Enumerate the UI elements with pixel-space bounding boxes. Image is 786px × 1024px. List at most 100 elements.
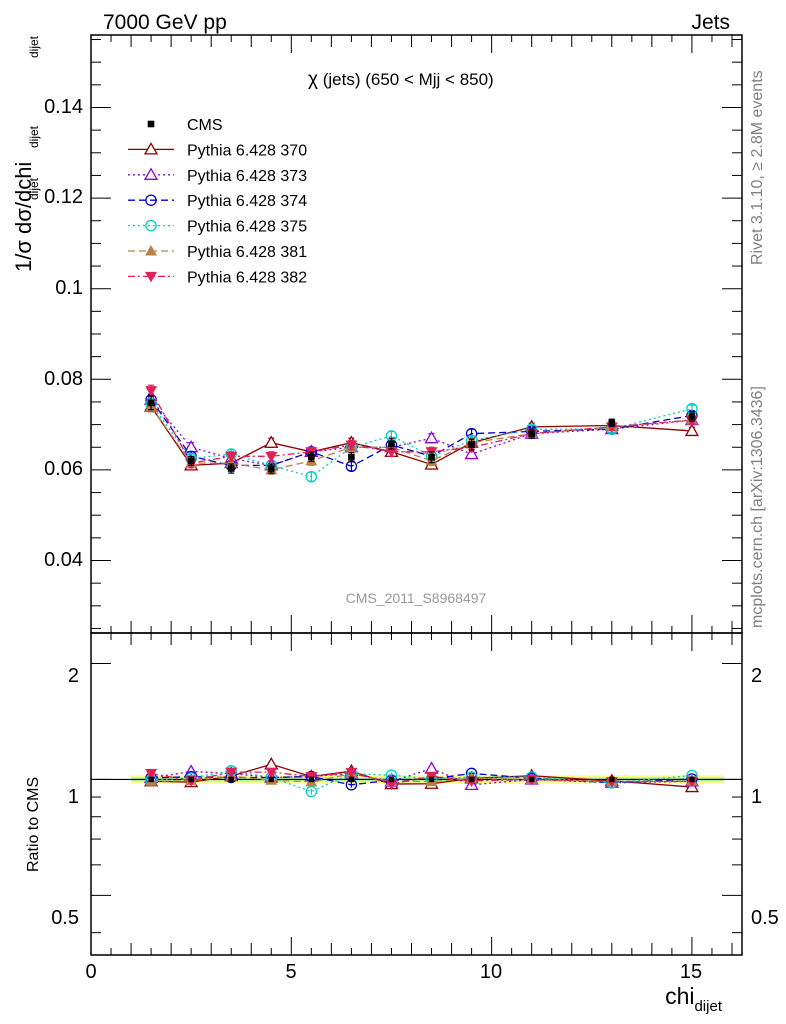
y-axis-label-sub3: dijet: [27, 35, 41, 58]
series-line-pythia-6-428-374: [150, 399, 693, 467]
ratio-ytick-label-right: 0.5: [751, 907, 779, 929]
plot-title: χ (jets) (650 < Mjj < 850): [308, 69, 494, 90]
legend-marker-pythia-6-428-370: [143, 142, 159, 155]
ratio-series-group: [91, 757, 742, 798]
data-point-pythia-6-428-382: [145, 386, 158, 397]
ratio-plot-frame: [90, 632, 743, 956]
xticks: 0 5 10 15: [85, 961, 702, 983]
ytick-label: 0.04: [44, 549, 83, 571]
y-axis-label-sub2: dijet: [27, 125, 41, 148]
legend-marker-cms: [147, 120, 155, 128]
legend-marker-pythia-6-428-373: [143, 167, 159, 180]
y-axis-label: 1/σ dσ/dchi: [11, 162, 36, 272]
ytick-label: 0.08: [44, 368, 83, 390]
ratio-point-cms: [528, 776, 535, 783]
series-line-pythia-6-428-373: [150, 399, 692, 467]
legend-label-pythia-6-428-370: Pythia 6.428 370: [187, 142, 307, 159]
data-point-pythia-6-428-382: [225, 451, 238, 463]
x-axis-label: chidijet: [665, 983, 723, 1015]
ratio-point-cms: [228, 776, 234, 783]
ratio-point-cms: [148, 776, 154, 783]
ratio-yticks: 0.5 1 2 0.5 1 2: [51, 665, 779, 929]
ytick-label: 0.14: [44, 96, 83, 118]
data-point-pythia-6-428-370: [264, 435, 279, 448]
legend-marker-pythia-6-428-374: [145, 194, 157, 206]
data-point-cms: [608, 419, 616, 427]
ratio-ytick-label-right: 2: [751, 665, 762, 687]
ratio-point-cms: [348, 776, 355, 783]
legend-label-pythia-6-428-381: Pythia 6.428 381: [187, 244, 307, 261]
series-line-pythia-6-428-375: [150, 403, 693, 478]
ratio-point-pythia-6-428-382: [385, 779, 398, 791]
data-point-pythia-6-428-382: [385, 447, 398, 458]
data-point-pythia-6-428-373: [424, 430, 439, 444]
data-point-cms: [428, 453, 435, 461]
data-point-pythia-6-428-374: [345, 460, 358, 473]
legend-marker-pythia-6-428-375: [145, 219, 157, 232]
ratio-line-pythia-6-428-374: [151, 772, 692, 786]
ratio-point-cms: [689, 776, 695, 783]
legend-marker-pythia-6-428-381: [145, 245, 157, 256]
xtick-label: 0: [85, 961, 96, 983]
data-point-cms: [187, 457, 195, 465]
y-axis-label-sub1: dijet: [27, 177, 41, 200]
legend-label-cms: CMS: [187, 117, 223, 134]
ratio-point-pythia-6-428-382: [225, 767, 238, 779]
data-point-cms: [267, 465, 275, 472]
ratio-point-cms: [188, 776, 194, 783]
mcplots-label: mcplots.cern.ch [arXiv:1306.3436]: [749, 386, 766, 628]
ratio-point-pythia-6-428-382: [605, 777, 618, 788]
rivet-label: Rivet 3.1.10, ≥ 2.8M events: [749, 70, 766, 265]
main-series-group: [143, 384, 700, 483]
xtick-label: 15: [680, 961, 702, 983]
ratio-point-pythia-6-428-382: [345, 767, 358, 779]
ratio-line-pythia-6-428-381: [151, 772, 692, 783]
data-point-pythia-6-428-381: [225, 457, 238, 468]
ratio-point-cms: [268, 776, 275, 783]
analysis-watermark: CMS_2011_S8968497: [346, 590, 487, 606]
data-point-cms: [308, 453, 315, 461]
ratio-point-cms: [468, 776, 475, 783]
data-point-cms: [468, 441, 475, 448]
ratio-point-cms: [609, 776, 615, 783]
data-point-cms: [528, 430, 535, 437]
data-point-cms: [388, 440, 395, 447]
main-yticks: 0.04 0.06 0.08 0.1 0.12 0.14: [44, 96, 83, 571]
ytick-label: 0.06: [44, 458, 83, 480]
data-point-cms: [348, 453, 355, 461]
ytick-label: 0.1: [55, 277, 83, 299]
legend-label-pythia-6-428-374: Pythia 6.428 374: [187, 193, 307, 210]
ratio-point-cms: [388, 776, 395, 783]
ratio-point-pythia-6-428-370: [264, 757, 279, 770]
ratio-point-cms: [428, 776, 435, 783]
ratio-point-pythia-6-428-382: [265, 767, 278, 779]
ratio-ytick-label-right: 1: [751, 786, 762, 808]
ytick-label: 0.12: [44, 186, 83, 208]
data-point-pythia-6-428-382: [265, 451, 278, 463]
ratio-point-cms: [308, 776, 315, 783]
legend-marker-pythia-6-428-382: [145, 271, 157, 283]
xtick-label: 10: [480, 961, 502, 983]
process-label: Jets: [691, 11, 730, 34]
ratio-axis-label: Ratio to CMS: [25, 777, 42, 872]
data-point-pythia-6-428-375: [305, 470, 318, 483]
data-point-pythia-6-428-373: [464, 446, 479, 460]
ratio-point-pythia-6-428-375: [305, 785, 318, 798]
ratio-point-pythia-6-428-373: [424, 761, 439, 774]
legend-label-pythia-6-428-382: Pythia 6.428 382: [187, 269, 307, 286]
legend: CMS Pythia 6.428 370 Pythia 6.428 373 Pythi…: [128, 117, 307, 286]
series-line-pythia-6-428-382: [150, 390, 692, 464]
ratio-line-pythia-6-428-375: [151, 770, 692, 793]
ratio-ytick-label: 1: [68, 786, 79, 808]
energy-label: 7000 GeV pp: [103, 11, 227, 34]
ratio-point-pythia-6-428-382: [145, 768, 158, 780]
legend-label-pythia-6-428-375: Pythia 6.428 375: [187, 219, 307, 236]
axis-ticks: [90, 35, 742, 955]
ratio-ytick-label: 0.5: [51, 907, 79, 929]
xtick-label: 5: [285, 961, 296, 983]
data-point-cms: [688, 413, 696, 420]
data-point-pythia-6-428-370: [684, 423, 700, 437]
data-point-cms: [147, 399, 155, 407]
data-point-pythia-6-428-382: [345, 440, 358, 451]
